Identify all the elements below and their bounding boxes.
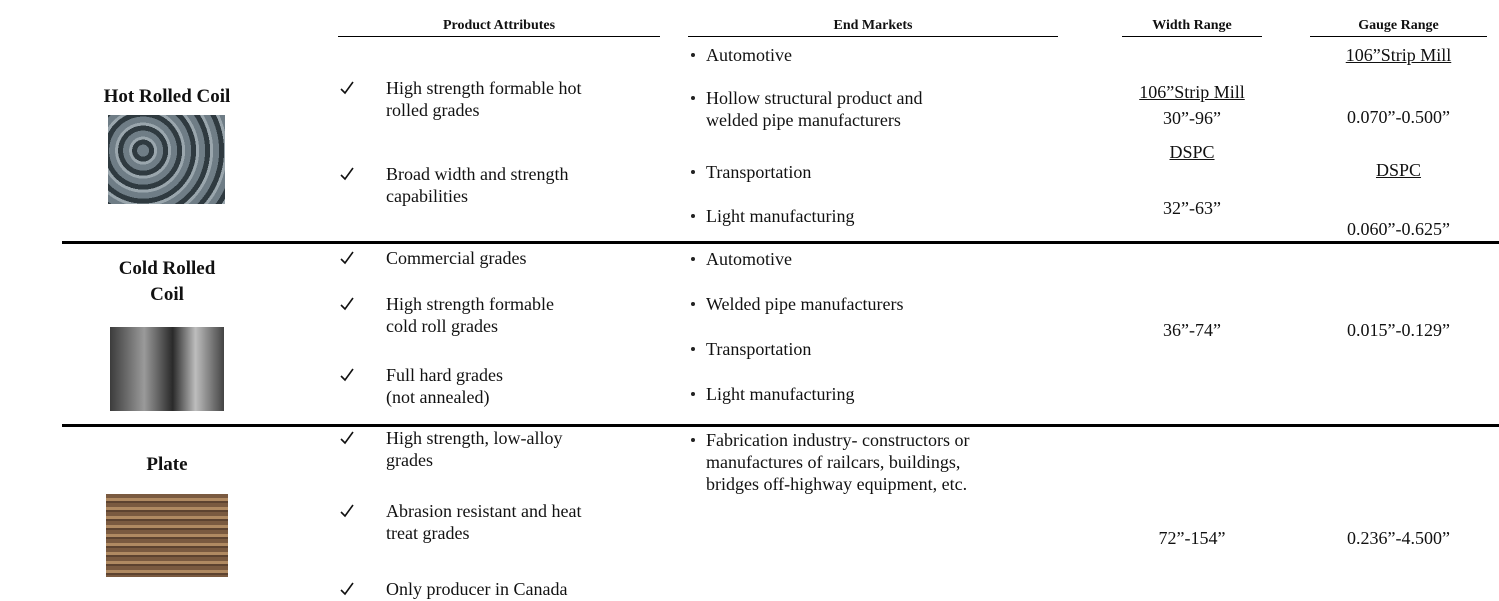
width-range: 32”-63” (1163, 198, 1221, 218)
attribute: Broad width and strength capabilities (386, 164, 569, 206)
header: Width Range (1122, 18, 1262, 37)
checkmark (340, 368, 354, 382)
gauge-heading: DSPC (1375, 160, 1422, 180)
end-market: Light manufacturing (706, 206, 855, 226)
bullet (691, 96, 695, 100)
bullet (691, 53, 695, 57)
end-market: Light manufacturing (706, 384, 855, 404)
checkmark (340, 81, 354, 95)
bullet (691, 438, 695, 442)
checkmark (340, 297, 354, 311)
width-heading: DSPC (1169, 142, 1215, 162)
row-separator (62, 424, 1499, 427)
checkmark (340, 504, 354, 518)
header: Product Attributes (338, 18, 660, 37)
product-name: Cold Rolled Coil (118, 258, 216, 305)
bullet (691, 257, 695, 261)
end-market: Welded pipe manufacturers (706, 294, 904, 314)
header: Gauge Range (1310, 18, 1487, 37)
bullet (691, 392, 695, 396)
attribute: Abrasion resistant and heat treat grades (386, 501, 582, 543)
gauge-range: 0.236”-4.500” (1347, 528, 1450, 548)
checkmark (340, 582, 354, 596)
gauge-range: 0.070”-0.500” (1347, 107, 1450, 127)
product-name: Plate (146, 454, 188, 475)
gauge-range: 0.015”-0.129” (1347, 320, 1450, 340)
bullet (691, 170, 695, 174)
product-image (106, 494, 228, 577)
end-market: Automotive (706, 45, 792, 65)
header: End Markets (688, 18, 1058, 37)
product-name: Hot Rolled Coil (103, 86, 231, 107)
attribute: Full hard grades (not annealed) (386, 365, 503, 407)
attribute: High strength formable cold roll grades (386, 294, 554, 336)
attribute: Only producer in Canada (386, 579, 568, 599)
product-image (108, 115, 225, 204)
end-market: Transportation (706, 162, 812, 182)
row-separator (62, 241, 1499, 244)
width-range: 36”-74” (1163, 320, 1221, 340)
end-market: Fabrication industry- constructors or ma… (706, 430, 970, 494)
checkmark (340, 431, 354, 445)
width-range: 72”-154” (1158, 528, 1226, 548)
end-market: Transportation (706, 339, 812, 359)
width-range: 30”-96” (1163, 108, 1221, 128)
bullet (691, 302, 695, 306)
bullet (691, 347, 695, 351)
end-market: Hollow structural product and welded pip… (706, 88, 923, 130)
bullet (691, 214, 695, 218)
attribute: High strength formable hot rolled grades (386, 78, 582, 120)
width-heading: 106”Strip Mill (1139, 82, 1245, 102)
product-image (110, 327, 224, 411)
checkmark (340, 167, 354, 181)
end-market: Automotive (706, 249, 792, 269)
checkmark (340, 251, 354, 265)
attribute: Commercial grades (386, 248, 527, 268)
gauge-range: 0.060”-0.625” (1347, 219, 1450, 239)
attribute: High strength, low-alloy grades (386, 428, 563, 470)
gauge-heading: 106”Strip Mill (1345, 45, 1452, 65)
